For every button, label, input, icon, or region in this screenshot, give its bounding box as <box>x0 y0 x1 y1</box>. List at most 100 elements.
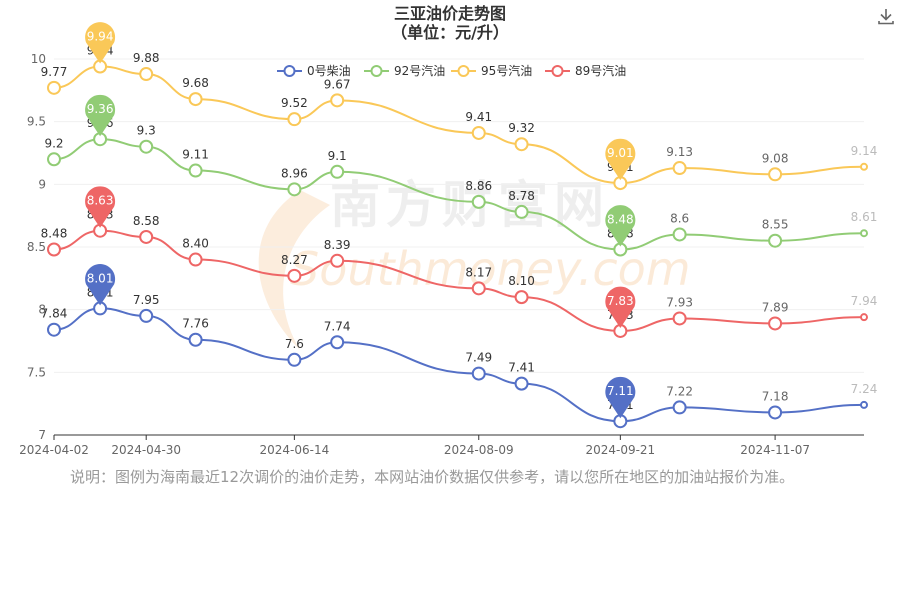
max-marker: 9.36 <box>85 94 116 137</box>
data-point <box>471 281 486 296</box>
data-label: 9.14 <box>851 144 878 158</box>
data-point <box>330 93 345 108</box>
data-label: 8.61 <box>851 210 878 224</box>
marker-pin <box>605 138 636 181</box>
download-icon <box>878 9 894 25</box>
data-label: 7.6 <box>285 337 304 351</box>
data-point <box>287 112 302 127</box>
marker-label: 7.83 <box>607 294 634 308</box>
data-point <box>188 163 203 178</box>
marker-pin <box>605 205 636 247</box>
y-tick-label: 9.5 <box>27 115 46 129</box>
x-tick-label: 2024-04-02 <box>19 443 89 457</box>
data-point <box>47 322 61 337</box>
data-point <box>287 352 302 367</box>
data-label: 9.77 <box>41 65 68 79</box>
y-tick-label: 10 <box>31 52 46 66</box>
data-label: 9.1 <box>328 149 347 163</box>
data-label: 7.41 <box>508 361 535 375</box>
grid <box>54 58 864 373</box>
data-point <box>514 204 529 219</box>
data-label: 7.95 <box>133 293 160 307</box>
legend-item[interactable]: 0号柴油 <box>277 64 351 78</box>
data-label: 8.39 <box>324 238 351 252</box>
series-layer <box>47 59 868 429</box>
data-label: 8.6 <box>670 211 689 225</box>
data-label: 9.67 <box>324 77 351 91</box>
data-label: 7.74 <box>324 319 351 333</box>
data-point <box>860 162 868 171</box>
x-tick-label: 2024-04-30 <box>111 443 181 457</box>
data-point <box>672 227 687 242</box>
legend-item[interactable]: 95号汽油 <box>451 63 532 78</box>
marker-pin <box>85 22 116 64</box>
markers-layer: 8.01 7.11 9.36 8.48 9.94 9.01 8.63 7.83 <box>85 22 636 419</box>
axes: 7 7.5 8 8.5 9 9.5 10 2024-04-02 2024-04-30 2024-0… <box>19 52 864 457</box>
legend-label: 89号汽油 <box>575 63 626 78</box>
data-point <box>139 67 154 82</box>
download-button[interactable] <box>876 6 896 26</box>
y-tick-label: 7.5 <box>27 365 46 379</box>
legend[interactable]: 0号柴油 92号汽油 95号汽油 89号汽油 <box>277 63 626 78</box>
data-point <box>672 161 687 176</box>
data-label: 8.27 <box>281 253 308 267</box>
data-point <box>672 400 687 415</box>
marker-pin <box>85 264 116 306</box>
data-label: 8.78 <box>508 189 535 203</box>
data-point <box>860 313 868 322</box>
watermark-cn: 南方财富网 <box>330 176 610 234</box>
data-point <box>768 316 783 331</box>
data-point <box>768 405 783 420</box>
data-point <box>330 253 345 268</box>
y-tick-label: 8.5 <box>27 240 46 254</box>
data-point <box>47 80 61 95</box>
legend-symbol <box>370 65 383 77</box>
data-label: 7.49 <box>465 351 492 365</box>
series-line <box>53 65 865 185</box>
data-point <box>287 182 302 197</box>
legend-label: 92号汽油 <box>394 63 445 78</box>
data-point <box>139 139 154 154</box>
data-label: 9.52 <box>281 96 308 110</box>
data-label: 9.68 <box>182 76 209 90</box>
max-marker: 9.94 <box>85 22 116 64</box>
data-point <box>514 137 529 152</box>
legend-symbol <box>551 65 564 77</box>
data-label: 8.17 <box>465 265 492 279</box>
data-label: 9.13 <box>666 145 693 159</box>
data-point <box>330 164 345 179</box>
data-label: 8.96 <box>281 166 308 180</box>
data-point <box>471 366 486 381</box>
marker-pin <box>85 94 116 137</box>
data-point <box>330 335 345 350</box>
data-label: 7.89 <box>762 300 789 314</box>
legend-item[interactable]: 89号汽油 <box>545 63 626 78</box>
data-label: 8.40 <box>182 237 209 251</box>
series-line <box>53 307 865 423</box>
data-point <box>672 311 687 326</box>
data-label: 9.08 <box>762 151 789 165</box>
marker-pin <box>605 376 636 419</box>
data-point <box>188 332 203 347</box>
legend-item[interactable]: 92号汽油 <box>364 63 445 78</box>
data-point <box>287 268 302 283</box>
y-tick-label: 8 <box>38 303 46 317</box>
data-point <box>47 242 61 257</box>
data-label: 8.10 <box>508 274 535 288</box>
data-point <box>514 290 529 305</box>
x-tick-label: 2024-06-14 <box>259 443 329 457</box>
data-label: 7.18 <box>762 389 789 403</box>
data-label: 7.94 <box>851 294 878 308</box>
min-marker: 9.01 <box>605 138 636 181</box>
marker-label: 8.63 <box>87 194 114 208</box>
data-label: 7.22 <box>666 384 693 398</box>
legend-symbol <box>457 65 470 77</box>
chart-title: 三亚油价走势图 <box>394 4 506 23</box>
data-point <box>860 400 868 409</box>
data-label: 9.41 <box>465 110 492 124</box>
marker-label: 9.36 <box>87 102 114 116</box>
data-label: 7.93 <box>666 295 693 309</box>
data-point <box>768 167 783 182</box>
min-marker: 8.48 <box>605 205 636 247</box>
